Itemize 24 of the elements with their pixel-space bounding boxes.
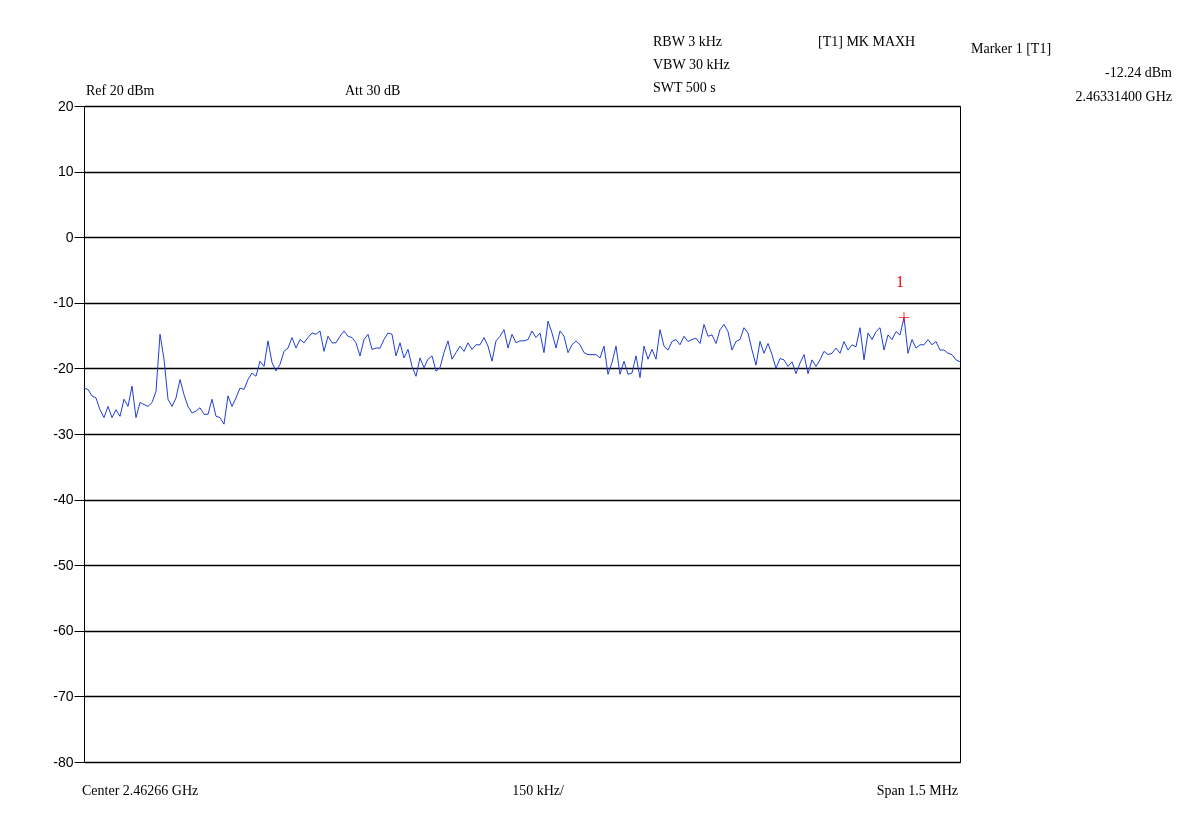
y-tick-label: -70 [53, 687, 74, 704]
y-tick-label: 0 [65, 228, 74, 245]
annotation: 1 [896, 273, 904, 291]
text: RBW 3 kHz [653, 34, 722, 49]
text: Att 30 dB [345, 83, 401, 98]
text: -12.24 dBm [1105, 65, 1173, 80]
y-tick-label: -20 [53, 359, 74, 376]
y-tick-label: 10 [57, 163, 74, 180]
y-tick-label: -30 [53, 425, 74, 442]
text: 150 kHz/ [512, 783, 564, 798]
text: Ref 20 dBm [86, 83, 155, 98]
text: Marker 1 [T1] [971, 41, 1052, 56]
text: [T1] MK MAXH [818, 34, 916, 49]
y-tick-label: -10 [53, 294, 74, 311]
y-tick-label: -60 [53, 622, 74, 639]
y-tick-label: -50 [53, 556, 74, 573]
text: Center 2.46266 GHz [82, 783, 199, 798]
text: VBW 30 kHz [653, 57, 730, 72]
y-tick-label: -40 [53, 491, 74, 508]
text: Span 1.5 MHz [876, 783, 958, 798]
text: 2.46331400 GHz [1075, 89, 1172, 104]
y-tick-label: 20 [57, 97, 74, 114]
y-tick-label: -80 [53, 753, 74, 770]
text: SWT 500 s [653, 80, 716, 95]
